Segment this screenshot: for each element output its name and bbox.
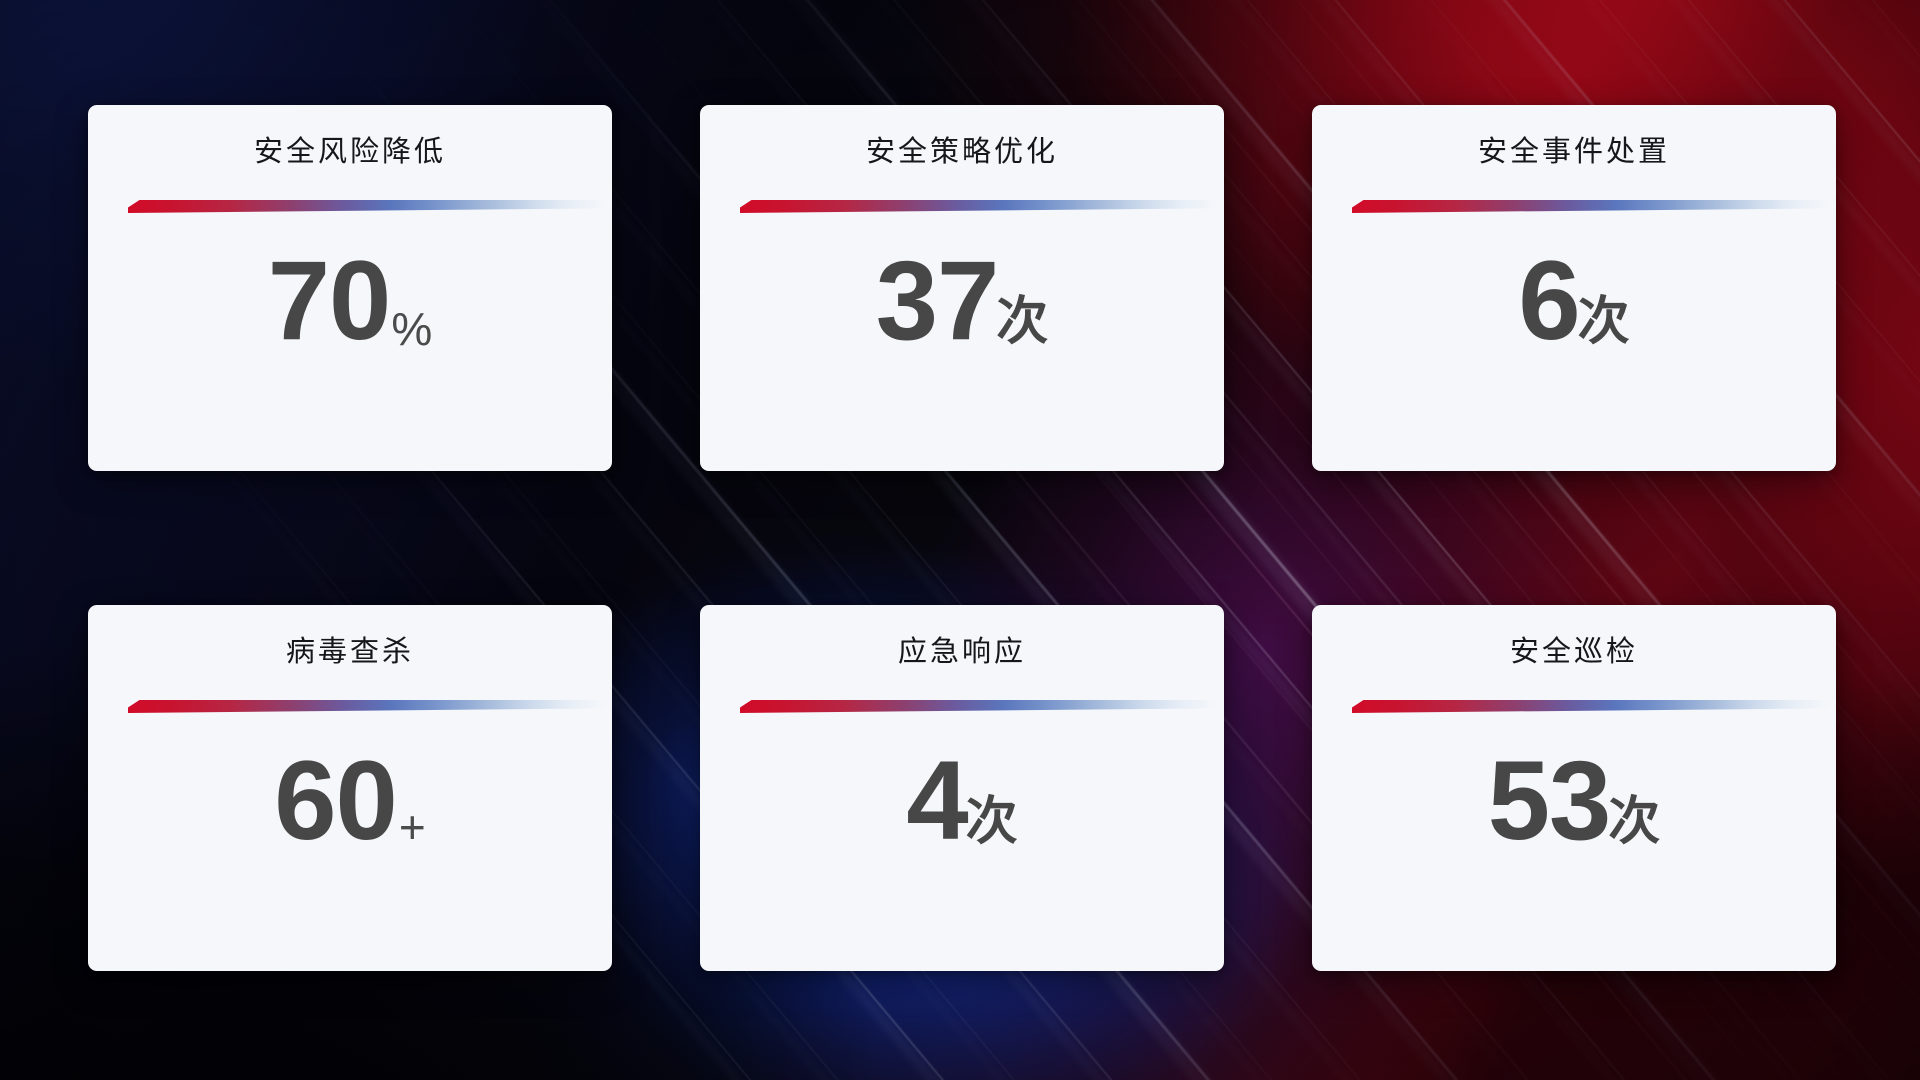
stat-card[interactable]: 安全事件处置 6次 bbox=[1312, 105, 1836, 471]
stat-card-unit: + bbox=[398, 801, 426, 853]
stat-card-accent-rule bbox=[740, 700, 1218, 713]
stat-card-unit: % bbox=[391, 303, 433, 355]
stat-card[interactable]: 应急响应 4次 bbox=[700, 605, 1224, 971]
stat-card-value: 6 bbox=[1518, 238, 1580, 363]
stat-card-accent-rule bbox=[740, 200, 1218, 213]
stat-card-accent-rule bbox=[128, 200, 606, 213]
stat-card-unit: 次 bbox=[1577, 293, 1630, 351]
stat-card-value: 53 bbox=[1487, 738, 1612, 863]
stat-card-accent-rule bbox=[1352, 200, 1830, 213]
stat-card[interactable]: 安全风险降低 70% bbox=[88, 105, 612, 471]
stat-card-unit: 次 bbox=[996, 293, 1049, 351]
stat-card[interactable]: 安全巡检 53次 bbox=[1312, 605, 1836, 971]
stat-card-value-group: 53次 bbox=[1312, 745, 1836, 857]
stat-card-value-group: 4次 bbox=[700, 745, 1224, 857]
stat-card-unit: 次 bbox=[965, 793, 1018, 851]
stat-card-value-group: 6次 bbox=[1312, 245, 1836, 357]
stat-card-value-group: 60+ bbox=[88, 745, 612, 857]
stat-card-title: 安全风险降低 bbox=[253, 136, 446, 168]
stat-card[interactable]: 安全策略优化 37次 bbox=[700, 105, 1224, 471]
stat-card-value-group: 37次 bbox=[700, 245, 1224, 357]
stat-card-title: 安全巡检 bbox=[1509, 636, 1638, 668]
stat-card-accent-rule bbox=[1352, 700, 1830, 713]
stat-card-accent-rule bbox=[128, 700, 606, 713]
stat-card-value: 4 bbox=[906, 738, 968, 863]
stat-card-value-group: 70% bbox=[88, 245, 612, 357]
stat-card-title: 安全事件处置 bbox=[1477, 136, 1670, 168]
stat-card-unit: 次 bbox=[1608, 793, 1661, 851]
stat-card-title: 应急响应 bbox=[897, 636, 1026, 668]
stat-card[interactable]: 病毒查杀 60+ bbox=[88, 605, 612, 971]
stat-card-value: 37 bbox=[875, 238, 1000, 363]
stat-card-grid: 安全风险降低 70% 安全策略优化 37次 安全事件处置 6次 病毒查杀 60+ 应急响应 4次安… bbox=[88, 105, 1836, 971]
stat-card-value: 70 bbox=[267, 238, 392, 363]
stat-card-title: 安全策略优化 bbox=[865, 136, 1058, 168]
stat-card-title: 病毒查杀 bbox=[285, 636, 414, 668]
stat-card-value: 60 bbox=[274, 738, 398, 863]
